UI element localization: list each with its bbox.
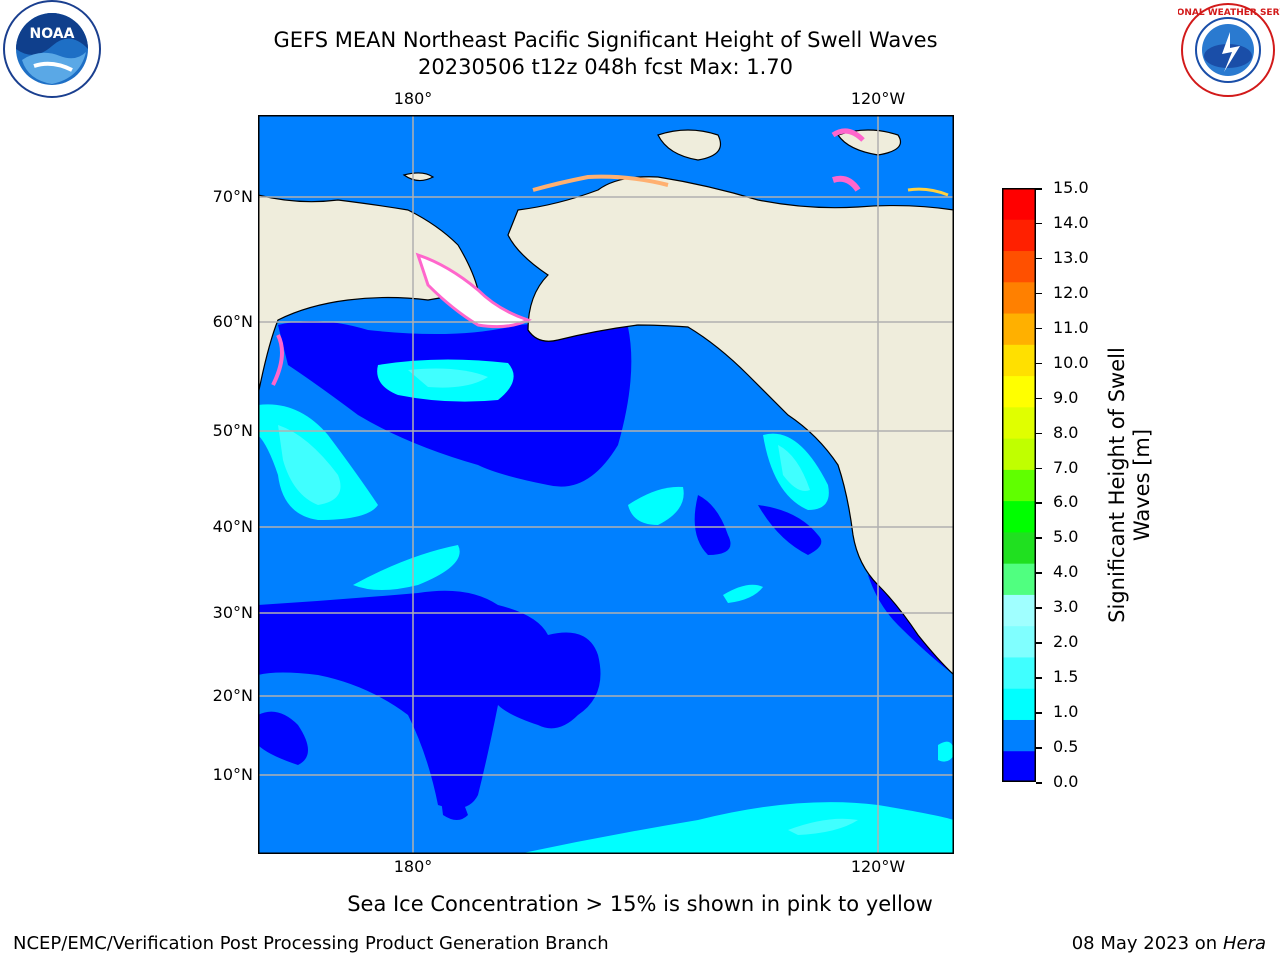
colorbar-tick-mark	[1036, 747, 1042, 749]
colorbar-tick-mark	[1036, 712, 1042, 714]
colorbar-swatch	[1002, 281, 1036, 314]
colorbar-swatch	[1002, 656, 1036, 689]
colorbar-tick-label: 1.5	[1053, 667, 1079, 687]
colorbar-tick-label: 1.0	[1053, 702, 1079, 722]
colorbar-tick-mark	[1036, 188, 1042, 190]
map-gridlines	[258, 115, 954, 854]
host-name: Hera	[1222, 933, 1266, 954]
colorbar-tick-label: 6.0	[1053, 492, 1079, 512]
colorbar-tick-label: 5.0	[1053, 527, 1079, 547]
colorbar-tick-label: 14.0	[1053, 212, 1089, 232]
colorbar-swatch	[1002, 250, 1036, 283]
colorbar-tick-label: 7.0	[1053, 457, 1079, 477]
nws-logo: NATIONAL WEATHER SERVICE	[1178, 3, 1280, 97]
colorbar-tick-mark	[1036, 257, 1042, 260]
colorbar-swatch	[1002, 750, 1036, 782]
colorbar-tick-label: 8.0	[1053, 422, 1079, 442]
colorbar-tick-mark	[1036, 607, 1042, 609]
colorbar-swatch	[1002, 188, 1036, 220]
colorbar-swatch	[1002, 469, 1036, 502]
swell-height-map	[258, 115, 954, 854]
colorbar-swatch	[1002, 594, 1036, 627]
colorbar-tick-label: 0.5	[1053, 737, 1079, 757]
colorbar-swatch	[1002, 563, 1036, 595]
chart-title: GEFS MEAN Northeast Pacific Significant …	[273, 28, 938, 52]
colorbar-tick-label: 2.0	[1053, 632, 1079, 652]
colorbar-title: Significant Height of Swell Waves [m]	[1105, 315, 1155, 655]
colorbar-tick-label: 9.0	[1053, 387, 1079, 407]
colorbar-tick-label: 0.0	[1053, 772, 1079, 791]
colorbar-tick-label: 3.0	[1053, 597, 1079, 617]
lat-label-50n: 50°N	[212, 421, 253, 440]
lat-label-70n: 70°N	[212, 187, 253, 206]
sea-ice	[271, 128, 949, 386]
colorbar-tick-label: 11.0	[1053, 317, 1089, 337]
colorbar-tick-mark	[1036, 327, 1042, 330]
colorbar-tick-label: 12.0	[1053, 282, 1089, 302]
colorbar	[1002, 188, 1036, 782]
landmasses	[258, 129, 954, 676]
colorbar-tick-label: 13.0	[1053, 247, 1089, 267]
colorbar-swatch	[1002, 438, 1036, 470]
colorbar-swatch	[1002, 719, 1036, 752]
lon-label-top-120w: 120°W	[850, 89, 906, 108]
noaa-logo: NOAA	[3, 0, 101, 98]
colorbar-swatch	[1002, 313, 1036, 345]
colorbar-tick-mark	[1036, 397, 1042, 400]
credit-line: NCEP/EMC/Verification Post Processing Pr…	[13, 933, 609, 954]
colorbar-tick-label: 4.0	[1053, 562, 1079, 582]
lat-label-10n: 10°N	[212, 765, 253, 784]
chart-subtitle: 20230506 t12z 048h fcst Max: 1.70	[418, 55, 793, 79]
colorbar-tick-mark	[1036, 572, 1042, 574]
colorbar-tick-mark	[1036, 222, 1042, 225]
swell-high-regions	[278, 368, 858, 835]
map-frame	[258, 115, 954, 854]
colorbar-tick-label: 10.0	[1053, 352, 1089, 372]
lon-label-bottom-120w: 120°W	[850, 857, 906, 876]
lon-label-top-180: 180°	[393, 89, 433, 108]
colorbar-tick-mark	[1036, 432, 1042, 435]
colorbar-swatch	[1002, 531, 1036, 564]
colorbar-swatch	[1002, 688, 1036, 720]
colorbar-tick-mark	[1036, 502, 1042, 504]
colorbar-swatch	[1002, 406, 1036, 439]
colorbar-swatch	[1002, 625, 1036, 658]
lat-label-40n: 40°N	[212, 517, 253, 536]
colorbar-title-line2: Waves [m]	[1130, 428, 1154, 542]
date-line: 08 May 2023 on Hera	[1072, 933, 1266, 954]
colorbar-tick-mark	[1036, 292, 1042, 295]
colorbar-tick-mark	[1036, 782, 1042, 784]
svg-text:NATIONAL WEATHER SERVICE: NATIONAL WEATHER SERVICE	[1178, 8, 1280, 18]
lat-label-60n: 60°N	[212, 312, 253, 331]
sea-ice-note: Sea Ice Concentration > 15% is shown in …	[347, 892, 933, 916]
colorbar-tick-label: 15.0	[1053, 178, 1089, 197]
colorbar-swatch	[1002, 375, 1036, 408]
colorbar-tick-mark	[1036, 677, 1042, 679]
noaa-logo-text: NOAA	[30, 26, 75, 42]
colorbar-swatch	[1002, 344, 1036, 377]
colorbar-tick-mark	[1036, 642, 1042, 644]
colorbar-title-line1: Significant Height of Swell	[1105, 347, 1129, 623]
date-text: 08 May 2023 on	[1071, 933, 1218, 954]
colorbar-swatch	[1002, 500, 1036, 533]
colorbar-swatch	[1002, 219, 1036, 252]
lat-label-20n: 20°N	[212, 686, 253, 705]
lat-label-30n: 30°N	[212, 603, 253, 622]
colorbar-tick-mark	[1036, 537, 1042, 539]
lon-label-bottom-180: 180°	[393, 857, 433, 876]
colorbar-tick-mark	[1036, 362, 1042, 365]
colorbar-tick-mark	[1036, 467, 1042, 470]
